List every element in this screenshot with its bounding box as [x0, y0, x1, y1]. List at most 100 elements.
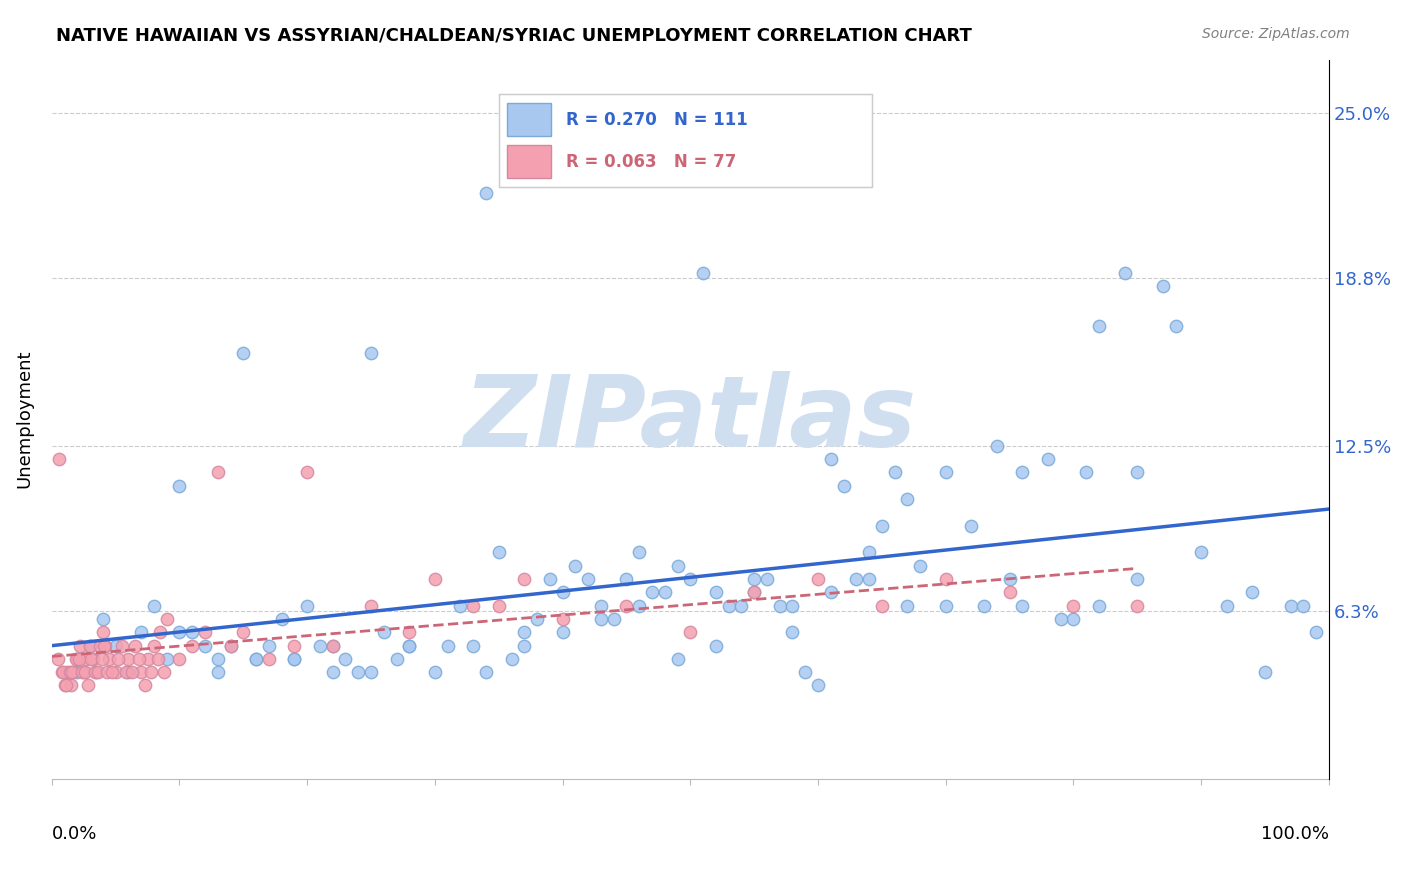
Assyrians/Chaldeans/Syriacs: [80, 652, 103, 666]
Assyrians/Chaldeans/Syriacs: [488, 599, 510, 613]
Assyrians/Chaldeans/Syriacs: [104, 665, 127, 680]
Native Hawaiians: [755, 572, 778, 586]
Text: R = 0.063   N = 77: R = 0.063 N = 77: [567, 153, 737, 171]
Native Hawaiians: [883, 466, 905, 480]
Native Hawaiians: [463, 639, 485, 653]
Assyrians/Chaldeans/Syriacs: [128, 652, 150, 666]
Assyrians/Chaldeans/Syriacs: [142, 639, 165, 653]
Native Hawaiians: [423, 665, 446, 680]
Native Hawaiians: [628, 545, 651, 559]
Assyrians/Chaldeans/Syriacs: [48, 452, 70, 467]
Assyrians/Chaldeans/Syriacs: [257, 652, 280, 666]
Assyrians/Chaldeans/Syriacs: [46, 652, 69, 666]
Native Hawaiians: [322, 639, 344, 653]
Native Hawaiians: [398, 639, 420, 653]
Assyrians/Chaldeans/Syriacs: [53, 678, 76, 692]
Assyrians/Chaldeans/Syriacs: [551, 612, 574, 626]
Assyrians/Chaldeans/Syriacs: [679, 625, 702, 640]
Assyrians/Chaldeans/Syriacs: [66, 652, 89, 666]
Native Hawaiians: [730, 599, 752, 613]
Native Hawaiians: [347, 665, 370, 680]
Native Hawaiians: [91, 612, 114, 626]
Native Hawaiians: [526, 612, 548, 626]
Native Hawaiians: [870, 518, 893, 533]
Native Hawaiians: [538, 572, 561, 586]
Text: Source: ZipAtlas.com: Source: ZipAtlas.com: [1202, 27, 1350, 41]
Native Hawaiians: [551, 625, 574, 640]
Assyrians/Chaldeans/Syriacs: [124, 639, 146, 653]
Text: 0.0%: 0.0%: [52, 825, 97, 844]
Assyrians/Chaldeans/Syriacs: [398, 625, 420, 640]
Native Hawaiians: [360, 665, 382, 680]
Native Hawaiians: [129, 625, 152, 640]
Native Hawaiians: [1062, 612, 1084, 626]
Native Hawaiians: [1088, 599, 1111, 613]
Native Hawaiians: [283, 652, 305, 666]
Native Hawaiians: [1114, 266, 1136, 280]
Native Hawaiians: [679, 572, 702, 586]
Assyrians/Chaldeans/Syriacs: [56, 665, 79, 680]
Assyrians/Chaldeans/Syriacs: [232, 625, 254, 640]
Assyrians/Chaldeans/Syriacs: [100, 665, 122, 680]
Assyrians/Chaldeans/Syriacs: [616, 599, 638, 613]
Native Hawaiians: [1152, 279, 1174, 293]
Native Hawaiians: [858, 545, 880, 559]
Assyrians/Chaldeans/Syriacs: [51, 665, 73, 680]
Native Hawaiians: [322, 665, 344, 680]
Assyrians/Chaldeans/Syriacs: [156, 612, 179, 626]
Assyrians/Chaldeans/Syriacs: [207, 466, 229, 480]
Native Hawaiians: [488, 545, 510, 559]
Native Hawaiians: [1036, 452, 1059, 467]
Assyrians/Chaldeans/Syriacs: [807, 572, 830, 586]
Assyrians/Chaldeans/Syriacs: [935, 572, 957, 586]
Native Hawaiians: [207, 665, 229, 680]
Assyrians/Chaldeans/Syriacs: [129, 665, 152, 680]
Assyrians/Chaldeans/Syriacs: [86, 665, 108, 680]
Assyrians/Chaldeans/Syriacs: [59, 665, 82, 680]
Bar: [506, 145, 551, 178]
Assyrians/Chaldeans/Syriacs: [52, 665, 75, 680]
Assyrians/Chaldeans/Syriacs: [117, 652, 139, 666]
Assyrians/Chaldeans/Syriacs: [194, 625, 217, 640]
Native Hawaiians: [742, 572, 765, 586]
Native Hawaiians: [194, 639, 217, 653]
Assyrians/Chaldeans/Syriacs: [513, 572, 536, 586]
Text: R = 0.270   N = 111: R = 0.270 N = 111: [567, 111, 748, 128]
Native Hawaiians: [156, 652, 179, 666]
Assyrians/Chaldeans/Syriacs: [134, 678, 156, 692]
Native Hawaiians: [973, 599, 995, 613]
Native Hawaiians: [373, 625, 395, 640]
Native Hawaiians: [589, 599, 612, 613]
Assyrians/Chaldeans/Syriacs: [998, 585, 1021, 599]
Native Hawaiians: [935, 599, 957, 613]
Assyrians/Chaldeans/Syriacs: [295, 466, 318, 480]
Native Hawaiians: [169, 479, 191, 493]
Native Hawaiians: [845, 572, 868, 586]
Assyrians/Chaldeans/Syriacs: [181, 639, 204, 653]
Assyrians/Chaldeans/Syriacs: [90, 652, 112, 666]
Assyrians/Chaldeans/Syriacs: [60, 665, 83, 680]
Native Hawaiians: [66, 665, 89, 680]
Assyrians/Chaldeans/Syriacs: [91, 625, 114, 640]
Native Hawaiians: [820, 585, 842, 599]
Assyrians/Chaldeans/Syriacs: [463, 599, 485, 613]
Native Hawaiians: [551, 585, 574, 599]
Assyrians/Chaldeans/Syriacs: [136, 652, 159, 666]
Assyrians/Chaldeans/Syriacs: [121, 665, 143, 680]
Native Hawaiians: [794, 665, 817, 680]
Assyrians/Chaldeans/Syriacs: [360, 599, 382, 613]
Native Hawaiians: [257, 639, 280, 653]
Native Hawaiians: [385, 652, 408, 666]
Native Hawaiians: [309, 639, 332, 653]
Assyrians/Chaldeans/Syriacs: [67, 652, 90, 666]
Native Hawaiians: [704, 639, 727, 653]
Assyrians/Chaldeans/Syriacs: [141, 665, 163, 680]
Native Hawaiians: [998, 572, 1021, 586]
Assyrians/Chaldeans/Syriacs: [87, 665, 110, 680]
Native Hawaiians: [501, 652, 523, 666]
Assyrians/Chaldeans/Syriacs: [114, 665, 136, 680]
Y-axis label: Unemployment: Unemployment: [15, 350, 32, 489]
Native Hawaiians: [1164, 318, 1187, 333]
Assyrians/Chaldeans/Syriacs: [219, 639, 242, 653]
Native Hawaiians: [1189, 545, 1212, 559]
